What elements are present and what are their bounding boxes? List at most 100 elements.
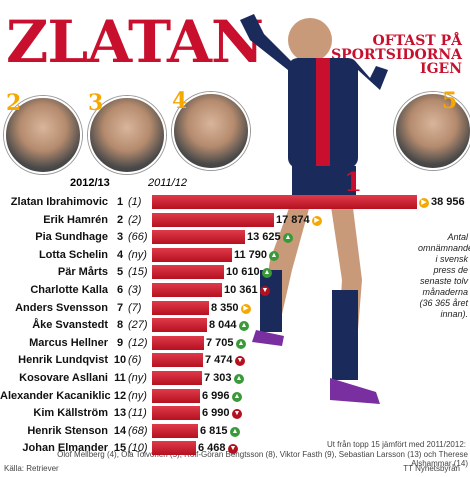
trend-up-icon: ▲	[234, 374, 244, 384]
row-rank-2012: (66)	[128, 231, 148, 243]
bar-value-label: 7 705	[206, 337, 234, 349]
source: Källa: Retriever	[4, 464, 59, 473]
page-title: ZLATAN	[6, 8, 264, 76]
bar-value-label: 10 361	[224, 284, 258, 296]
bar-value-label: 11 790	[234, 249, 268, 261]
trend-up-icon: ▲	[239, 321, 249, 331]
row-name: Marcus Hellner	[29, 337, 108, 349]
row-rank-2012: (ny)	[128, 372, 147, 384]
row-rank-2012: (11)	[128, 407, 147, 419]
trend-up-icon: ▲	[236, 339, 246, 349]
bar-value-label: 6 996	[202, 390, 230, 402]
bar	[152, 230, 245, 244]
bar-value-label: 6 468	[198, 442, 226, 454]
row-rank-2013: 8	[116, 319, 124, 331]
row-name: Henrik Lundqvist	[18, 354, 108, 366]
bar	[152, 318, 207, 332]
footer-text: Ut från topp 15 jämfört med 2011/2012:	[326, 440, 466, 449]
trend-same-icon: ▶	[312, 216, 322, 226]
row-rank-2013: 13	[113, 407, 127, 419]
rank-number-4: 4	[172, 88, 188, 114]
row-rank-2012: (27)	[128, 319, 148, 331]
bar-value-label: 8 044	[209, 319, 237, 331]
row-rank-2013: 11	[114, 372, 126, 384]
bar-value-label: 10 610	[226, 266, 260, 278]
bar-value-label: 7 474	[205, 354, 233, 366]
row-rank-2013: 14	[113, 425, 127, 437]
chart-note: Antal omnämnanden i svensk press de sena…	[418, 232, 470, 319]
trend-up-icon: ▲	[269, 251, 279, 261]
row-rank-2012: (68)	[128, 425, 148, 437]
row-rank-2013: 15	[113, 442, 127, 454]
bar-value-label: 6 815	[200, 425, 228, 437]
agency: TT Nyhetsbyrån	[403, 464, 460, 473]
row-name: Pia Sundhage	[35, 231, 108, 243]
row-rank-2013: 10	[113, 354, 127, 366]
row-name: Alexander Kacaniklic	[0, 390, 111, 402]
row-rank-2013: 1	[116, 196, 124, 208]
row-rank-2012: (ny)	[128, 249, 147, 261]
row-name: Åke Svanstedt	[32, 319, 108, 331]
row-rank-2012: (2)	[128, 214, 142, 226]
row-rank-2013: 5	[116, 266, 124, 278]
row-rank-2013: 9	[116, 337, 124, 349]
row-rank-2013: 4	[116, 249, 124, 261]
photo-rank-3	[88, 96, 166, 174]
player-illustration	[240, 14, 388, 404]
row-rank-2012: (3)	[128, 284, 142, 296]
bar	[152, 371, 202, 385]
rank-number-2: 2	[6, 90, 22, 116]
bar-value-label: 13 625	[247, 231, 281, 243]
rank-number-5: 5	[442, 88, 458, 114]
bar	[152, 406, 200, 420]
row-name: Lotta Schelin	[38, 249, 108, 261]
row-name: Zlatan Ibrahimovic	[10, 196, 108, 208]
trend-down-icon: ▼	[232, 409, 242, 419]
bar	[152, 213, 274, 227]
bar	[152, 301, 209, 315]
row-rank-2013: 6	[116, 284, 124, 296]
bar-value-label: 17 874	[276, 214, 310, 226]
trend-up-icon: ▲	[283, 233, 293, 243]
row-name: Anders Svensson	[15, 302, 108, 314]
photo-rank-2	[4, 96, 82, 174]
header-2012-13: 2012/13	[70, 177, 110, 189]
header-2011-12: 2011/12	[148, 177, 187, 189]
row-name: Erik Hamrén	[43, 214, 108, 226]
trend-up-icon: ▲	[230, 427, 240, 437]
bar-value-label: 38 956	[431, 196, 465, 208]
row-rank-2012: (1)	[128, 196, 142, 208]
row-rank-2013: 2	[116, 214, 124, 226]
photo-rank-4	[172, 92, 250, 170]
row-name: Charlotte Kalla	[30, 284, 108, 296]
bar	[152, 195, 417, 209]
row-rank-2013: 7	[116, 302, 124, 314]
trend-up-icon: ▲	[262, 268, 272, 278]
trend-up-icon: ▲	[232, 392, 242, 402]
bar	[152, 283, 222, 297]
trend-same-icon: ▶	[241, 304, 251, 314]
trend-down-icon: ▼	[235, 356, 245, 366]
row-rank-2012: (10)	[128, 442, 148, 454]
row-rank-2012: (7)	[128, 302, 142, 314]
photo-rank-5	[394, 92, 470, 170]
row-rank-2012: (12)	[128, 337, 148, 349]
big-rank-1: 1	[344, 168, 363, 198]
bar-value-label: 6 990	[202, 407, 230, 419]
footer-list: Olof Mellberg (4), Ola Toivonen (5), Rol…	[57, 450, 468, 468]
row-rank-2012: (15)	[128, 266, 148, 278]
bar-value-label: 7 303	[204, 372, 232, 384]
row-rank-2012: (ny)	[128, 390, 147, 402]
row-rank-2013: 3	[116, 231, 124, 243]
bar	[152, 248, 232, 262]
row-name: Kim Källström	[33, 407, 108, 419]
bar	[152, 424, 198, 438]
row-rank-2013: 12	[113, 390, 127, 402]
subtitle: OFTAST PÅ SPORTSIDORNA IGEN	[331, 33, 462, 77]
bar	[152, 389, 200, 403]
trend-down-icon: ▼	[260, 286, 270, 296]
row-name: Henrik Stenson	[27, 425, 108, 437]
row-name: Kosovare Asllani	[19, 372, 108, 384]
bar	[152, 336, 204, 350]
bar	[152, 441, 196, 455]
